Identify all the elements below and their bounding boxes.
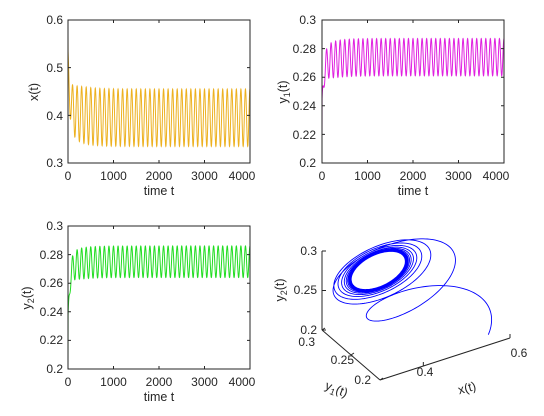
series-line-y2 — [67, 245, 251, 370]
panel-x: 0.6 0.5 0.4 0.3 0 1000 2000 3000 4000 ti… — [27, 13, 256, 198]
ytick-label: 0.3 — [46, 156, 63, 170]
ytick-label: 0.26 — [293, 70, 317, 84]
ytick-label: 0.2 — [354, 373, 371, 387]
tick-mark — [67, 225, 251, 370]
ytick-label: 0.6 — [46, 13, 63, 27]
ytick-label: 0.22 — [293, 128, 317, 142]
tick-marks — [67, 19, 251, 164]
tick-mark — [321, 19, 505, 164]
xtick-label: 0 — [319, 169, 326, 183]
y-axis-label: y2(t) — [20, 286, 36, 309]
ytick-label: 0.24 — [40, 305, 64, 319]
xtick-label: 4000 — [229, 375, 256, 389]
tick-marks — [321, 19, 505, 164]
panel-3d: 0.3 0.25 0.2 y2(t) 0.3 0.25 0.2 y1(t) 0.… — [273, 238, 528, 402]
ytick-label: 0.24 — [293, 99, 317, 113]
ytick-label: 0.3 — [298, 335, 315, 349]
ytick-label: 0.22 — [40, 333, 64, 347]
ytick-label: 0.2 — [299, 156, 316, 170]
xtick-label: 2000 — [146, 375, 173, 389]
series-line-x — [67, 34, 251, 148]
ztick-label: 0.25 — [294, 283, 318, 297]
xtick-label: 1000 — [100, 375, 127, 389]
xtick-label: 0 — [65, 375, 72, 389]
series-line-y1 — [321, 37, 505, 142]
xtick-label: 0.6 — [511, 346, 528, 360]
y-axis-label: x(t) — [27, 83, 41, 101]
xtick-label: 1000 — [100, 169, 127, 183]
tick-mark — [321, 250, 511, 381]
panel-y1: 0.3 0.28 0.26 0.24 0.22 0.2 0 1000 2000 … — [276, 13, 510, 198]
ytick-label: 0.5 — [46, 61, 63, 75]
ytick-label: 0.26 — [40, 276, 64, 290]
ytick-label: 0.4 — [46, 109, 63, 123]
ytick-label: 0.2 — [46, 362, 63, 376]
ytick-label: 0.3 — [299, 13, 316, 27]
tick-marks — [321, 250, 511, 381]
panel-y2: 0.3 0.28 0.26 0.24 0.22 0.2 0 1000 2000 … — [20, 219, 256, 404]
z-axis-label: y2(t) — [273, 278, 289, 301]
series-line-3d — [332, 238, 493, 335]
xtick-label: 2000 — [400, 169, 427, 183]
x-axis-label: time t — [398, 184, 429, 198]
ytick-label: 0.28 — [40, 248, 64, 262]
ztick-label: 0.2 — [300, 323, 317, 337]
xtick-label: 4000 — [229, 169, 256, 183]
x-axis-label: time t — [144, 390, 175, 404]
tick-mark — [67, 19, 251, 164]
ztick-label: 0.3 — [300, 244, 317, 258]
xtick-label: 3000 — [191, 375, 218, 389]
xtick-label: 4000 — [483, 169, 510, 183]
y-axis-label: y1(t) — [276, 80, 292, 103]
ytick-label: 0.25 — [331, 353, 355, 367]
x-axis-label: time t — [144, 184, 175, 198]
xtick-label: 0.4 — [417, 365, 434, 379]
axis-x — [379, 337, 511, 381]
tick-marks — [67, 225, 251, 370]
xtick-label: 1000 — [354, 169, 381, 183]
xtick-label: 2000 — [146, 169, 173, 183]
ytick-label: 0.3 — [46, 219, 63, 233]
xtick-label: 3000 — [445, 169, 472, 183]
xtick-label: 3000 — [191, 169, 218, 183]
y-axis-label: y1(t) — [322, 378, 349, 401]
ytick-label: 0.28 — [293, 42, 317, 56]
xtick-label: 0 — [65, 169, 72, 183]
x-axis-label: x(t) — [456, 379, 477, 397]
